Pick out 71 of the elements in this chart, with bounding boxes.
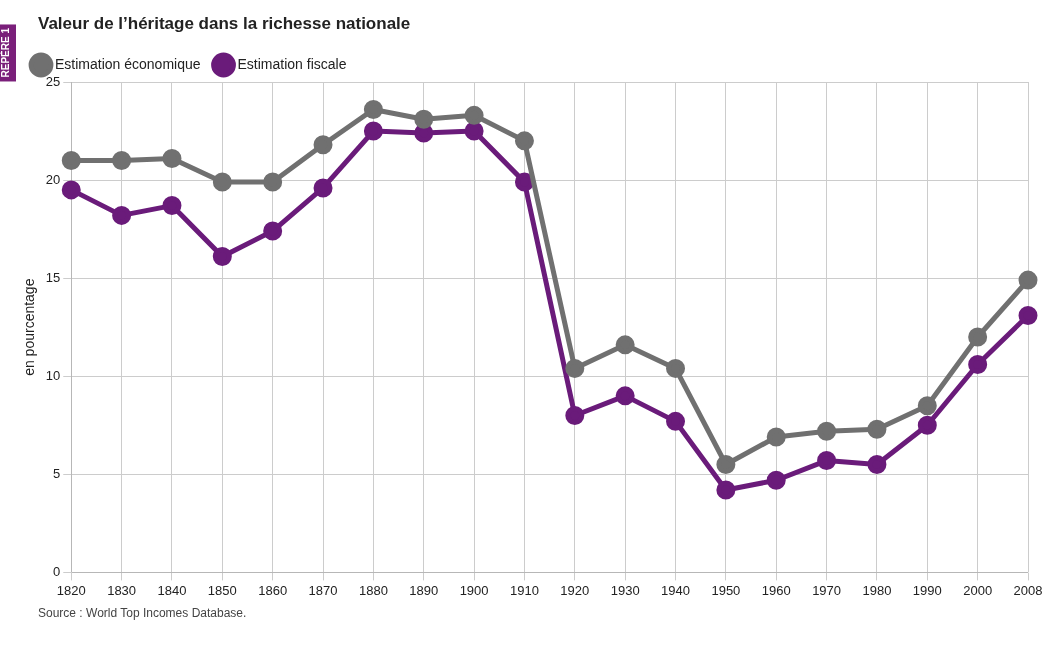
chart-title: Valeur de l’héritage dans la richesse nationale xyxy=(38,14,412,34)
point xyxy=(263,221,283,241)
point xyxy=(514,131,534,151)
x-tick-label: 1980 xyxy=(862,582,892,598)
x-tick-label: 1840 xyxy=(157,582,187,598)
point xyxy=(464,105,484,125)
y-axis-title: en pourcentage xyxy=(21,278,38,376)
point xyxy=(565,358,585,378)
x-tick-label: 1820 xyxy=(56,582,86,598)
point xyxy=(766,427,786,447)
point xyxy=(263,172,283,192)
x-tick-label: 1830 xyxy=(107,582,137,598)
x-tick-label: 1920 xyxy=(560,582,590,598)
legend-label: Estimation fiscale xyxy=(237,55,347,72)
point xyxy=(212,247,232,267)
point xyxy=(917,415,937,435)
point xyxy=(565,405,585,425)
point xyxy=(615,335,635,355)
point xyxy=(817,421,837,441)
x-tick-label: 1860 xyxy=(258,582,288,598)
x-tick-label: 1900 xyxy=(459,582,489,598)
point xyxy=(514,172,534,192)
x-tick-label: 1870 xyxy=(308,582,338,598)
point xyxy=(212,172,232,192)
x-tick-label: 1970 xyxy=(812,582,842,598)
point xyxy=(817,451,837,471)
x-tick-label: 1890 xyxy=(409,582,439,598)
x-tick-label: 1850 xyxy=(207,582,237,598)
x-tick-label: 1990 xyxy=(912,582,942,598)
x-tick-label: 2000 xyxy=(963,582,993,598)
point xyxy=(464,121,484,141)
x-tick-label: 1910 xyxy=(509,582,539,598)
point xyxy=(61,180,81,200)
source-note: Source : World Top Incomes Database. xyxy=(38,606,248,620)
y-tick-label: 25 xyxy=(45,73,61,89)
x-tick-label: 1960 xyxy=(761,582,791,598)
text: REPÈRE 1 xyxy=(0,24,16,82)
point xyxy=(313,135,333,155)
point xyxy=(666,411,686,431)
point xyxy=(867,419,887,439)
point xyxy=(917,396,937,416)
point xyxy=(716,480,736,500)
point xyxy=(1018,270,1038,290)
point xyxy=(61,150,81,170)
point xyxy=(766,470,786,490)
point xyxy=(313,178,333,198)
point xyxy=(363,121,383,141)
x-tick-label: 1930 xyxy=(610,582,640,598)
point xyxy=(968,327,988,347)
y-tick-label: 15 xyxy=(45,269,61,285)
point xyxy=(162,196,182,216)
point xyxy=(112,205,132,225)
point xyxy=(414,109,434,129)
point xyxy=(716,455,736,475)
point xyxy=(666,358,686,378)
point xyxy=(1018,305,1038,325)
x-tick-label: 1940 xyxy=(661,582,690,598)
x-tick-label: 1950 xyxy=(711,582,741,598)
point xyxy=(867,455,887,475)
y-tick-label: 5 xyxy=(53,465,61,481)
point xyxy=(968,354,988,374)
x-tick-label: 2008 xyxy=(1013,582,1043,598)
y-tick-label: 20 xyxy=(45,171,61,187)
x-tick-label: 1880 xyxy=(358,582,388,598)
y-tick-label: 10 xyxy=(45,367,61,383)
point xyxy=(615,386,635,406)
point xyxy=(162,149,182,168)
point xyxy=(363,99,383,119)
legend-label: Estimation économique xyxy=(55,55,201,72)
point xyxy=(112,150,132,170)
y-tick-label: 0 xyxy=(53,563,61,579)
